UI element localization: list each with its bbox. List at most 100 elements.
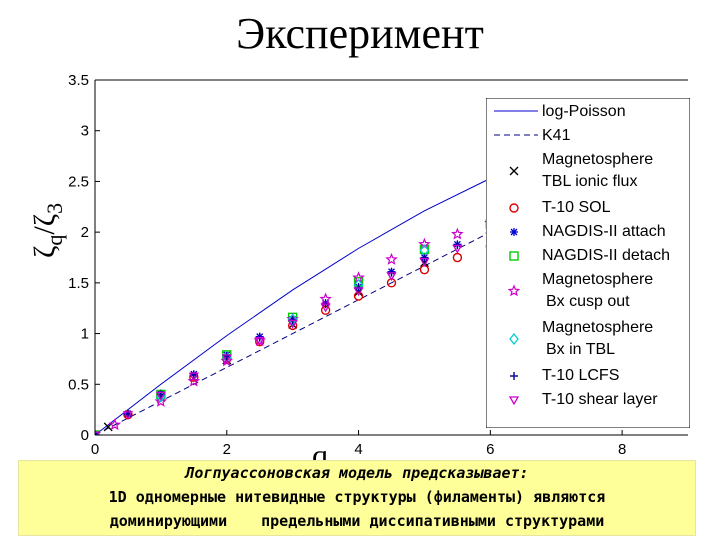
legend-box (486, 98, 690, 428)
y-label-slash-zeta: /ζ (28, 214, 61, 235)
data-point (187, 374, 201, 387)
legend-label: NAGDIS-II attach (542, 223, 666, 240)
axes: 0 0.5 1 1.5 2 2.5 3 3.5 0 2 4 6 8 (68, 72, 688, 458)
data-point (386, 272, 397, 282)
caption-line-3b: предельными диссипативными структурами (261, 512, 605, 530)
legend-marker-t10_sol (509, 203, 519, 213)
data-point (95, 431, 99, 435)
y-label-sub-3: 3 (42, 203, 67, 214)
legend-label: T-10 shear layer (542, 391, 658, 408)
y-axis-label: ζq/ζ3 (28, 203, 67, 258)
data-point (419, 257, 430, 267)
y-tick-label: 0.5 (68, 376, 89, 393)
legend-marker-bx_tbl (509, 332, 519, 346)
marker-shape (320, 303, 331, 313)
marker-shape (187, 374, 201, 387)
legend-label: Magnetosphere (542, 319, 653, 336)
data-point (452, 252, 463, 263)
marker-shape (220, 354, 234, 367)
marker-shape (221, 354, 232, 364)
marker-shape (419, 257, 430, 267)
marker-shape (386, 272, 397, 282)
legend-label: K41 (542, 127, 571, 144)
y-tick-label: 3.5 (68, 72, 89, 89)
marker-shape (509, 203, 519, 213)
marker-shape (154, 394, 168, 407)
legend-label: NAGDIS-II detach (542, 247, 670, 264)
data-point (154, 394, 168, 407)
marker-shape (122, 411, 134, 421)
data-point (320, 303, 331, 313)
marker-shape (254, 337, 265, 346)
y-tick-label: 2.5 (68, 173, 89, 190)
y-tick-label: 3 (81, 123, 89, 140)
legend-label: Magnetosphere (542, 271, 653, 288)
marker-stroke (509, 166, 519, 176)
svg-text:ζq/ζ3: ζq/ζ3 (28, 203, 67, 258)
marker-shape (509, 251, 519, 261)
marker-stroke (510, 228, 518, 236)
caption-line-1: Логпуассоновская модель предсказывает: (185, 464, 529, 482)
caption-box: Логпуассоновская модель предсказывает: 1… (18, 460, 696, 536)
legend-label: log-Poisson (542, 103, 626, 120)
data-point (155, 391, 167, 401)
legend-label: T-10 LCFS (542, 367, 619, 384)
marker-shape (452, 244, 463, 254)
data-point (108, 418, 122, 431)
legend-label-line2: Bx cusp out (546, 293, 630, 310)
x-tick-label: 2 (223, 441, 231, 458)
legend-label-line2: TBL ionic flux (542, 173, 637, 190)
page-title: Эксперимент (236, 9, 484, 58)
y-label-sub-q: q (42, 235, 67, 246)
marker-shape (385, 252, 398, 265)
y-tick-label: 1 (81, 326, 89, 343)
data-point (221, 354, 232, 364)
legend-marker-nagdis_attach (510, 228, 518, 236)
y-label-zeta: ζ (28, 246, 61, 258)
legend-marker-t10_lcfs (510, 372, 518, 380)
marker-shape (287, 319, 298, 329)
legend-label-line2: Bx in TBL (546, 341, 615, 358)
marker-shape (188, 372, 199, 382)
x-tick-label: 4 (354, 441, 362, 458)
data-point (385, 252, 398, 265)
marker-shape (353, 287, 364, 297)
marker-shape (419, 264, 430, 275)
marker-shape (508, 396, 520, 406)
marker-shape (353, 291, 364, 301)
caption-line-3: доминирующими предельными диссипативными… (19, 509, 695, 533)
data-point (418, 237, 431, 250)
data-point (353, 291, 364, 301)
x-tick-label: 8 (618, 441, 626, 458)
data-point (254, 337, 265, 346)
data-point (287, 319, 298, 329)
marker-stroke (95, 431, 99, 435)
y-tick-label: 0 (81, 427, 89, 444)
legend-marker-t10_shear (508, 396, 520, 406)
y-tick-label: 2 (81, 224, 89, 241)
caption-line-2: 1D одномерные нитевидные структуры (фила… (108, 488, 606, 506)
marker-shape (509, 332, 519, 346)
legend-label: T-10 SOL (542, 199, 611, 216)
x-tick-label: 0 (91, 441, 99, 458)
data-point (188, 372, 199, 382)
marker-shape (155, 391, 167, 401)
x-tick-label: 6 (486, 441, 494, 458)
legend-marker-magnetosphere_tbl (509, 166, 519, 176)
data-point (122, 411, 134, 421)
data-point (452, 244, 463, 254)
marker-shape (418, 237, 431, 250)
marker-shape (108, 418, 122, 431)
y-tick-label: 1.5 (68, 275, 89, 292)
legend: log-Poisson K41 Magnetosphere TBL ionic flu… (486, 98, 690, 428)
data-point (220, 354, 234, 367)
marker-shape (507, 284, 521, 297)
caption-line-3a: доминирующими (109, 512, 228, 530)
data-point (419, 264, 430, 275)
data-point (451, 227, 464, 240)
data-point (222, 351, 231, 360)
marker-shape (451, 227, 464, 240)
legend-marker-nagdis_detach (509, 251, 519, 261)
marker-shape (452, 252, 463, 263)
